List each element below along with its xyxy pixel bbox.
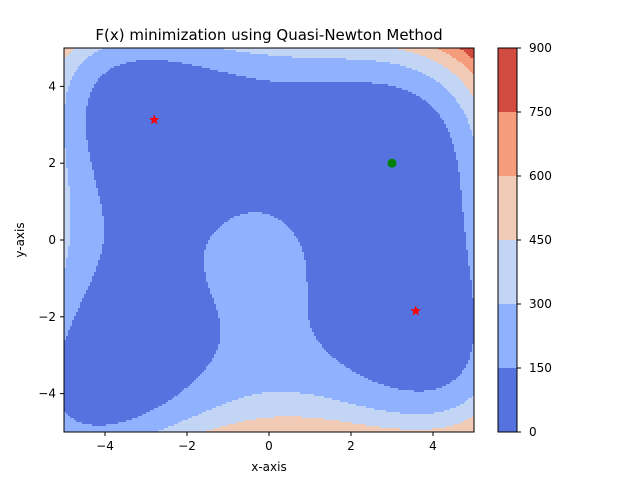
colorbar-segment bbox=[498, 48, 517, 112]
contour-band-0-150 bbox=[64, 60, 474, 426]
colorbar-tick-label: 0 bbox=[529, 425, 537, 439]
colorbar-segment bbox=[498, 112, 517, 176]
colorbar-tick-label: 900 bbox=[529, 41, 552, 55]
y-tick-label: −4 bbox=[38, 387, 56, 401]
x-tick-label: 0 bbox=[265, 439, 273, 453]
colorbar: 0 150 300 450 600 750 900 bbox=[497, 41, 552, 439]
plot-area bbox=[63, 47, 475, 433]
star-marker bbox=[148, 114, 160, 125]
y-axis-label: y-axis bbox=[13, 222, 27, 257]
y-tick-label: −2 bbox=[38, 310, 56, 324]
contour-band-600-750 bbox=[438, 48, 474, 74]
contour-fills bbox=[64, 48, 474, 432]
chart-title: F(x) minimization using Quasi-Newton Met… bbox=[95, 26, 442, 44]
x-axis: −4 −2 0 2 4 bbox=[96, 432, 437, 453]
colorbar-tick-label: 750 bbox=[529, 105, 552, 119]
x-axis-label: x-axis bbox=[251, 460, 286, 474]
colorbar-segment bbox=[498, 240, 517, 304]
x-tick-label: −4 bbox=[96, 439, 114, 453]
colorbar-tick-label: 300 bbox=[529, 297, 552, 311]
y-axis: −4 −2 0 2 4 bbox=[38, 79, 64, 401]
x-tick-label: 4 bbox=[429, 439, 437, 453]
x-tick-label: −2 bbox=[178, 439, 196, 453]
y-tick-label: 4 bbox=[48, 79, 56, 93]
star-marker bbox=[410, 305, 422, 316]
contour-band-750-900 bbox=[460, 48, 474, 58]
y-tick-label: 0 bbox=[48, 233, 56, 247]
contour-band-150-300 bbox=[64, 48, 474, 432]
colorbar-segment bbox=[498, 176, 517, 240]
colorbar-tick-label: 450 bbox=[529, 233, 552, 247]
markers bbox=[148, 114, 422, 316]
colorbar-tick-label: 600 bbox=[529, 169, 552, 183]
start-point-marker bbox=[387, 158, 397, 168]
x-tick-label: 2 bbox=[347, 439, 355, 453]
colorbar-segment bbox=[498, 368, 517, 432]
colorbar-segment bbox=[498, 304, 517, 368]
y-tick-label: 2 bbox=[48, 156, 56, 170]
colorbar-tick-label: 150 bbox=[529, 361, 552, 375]
